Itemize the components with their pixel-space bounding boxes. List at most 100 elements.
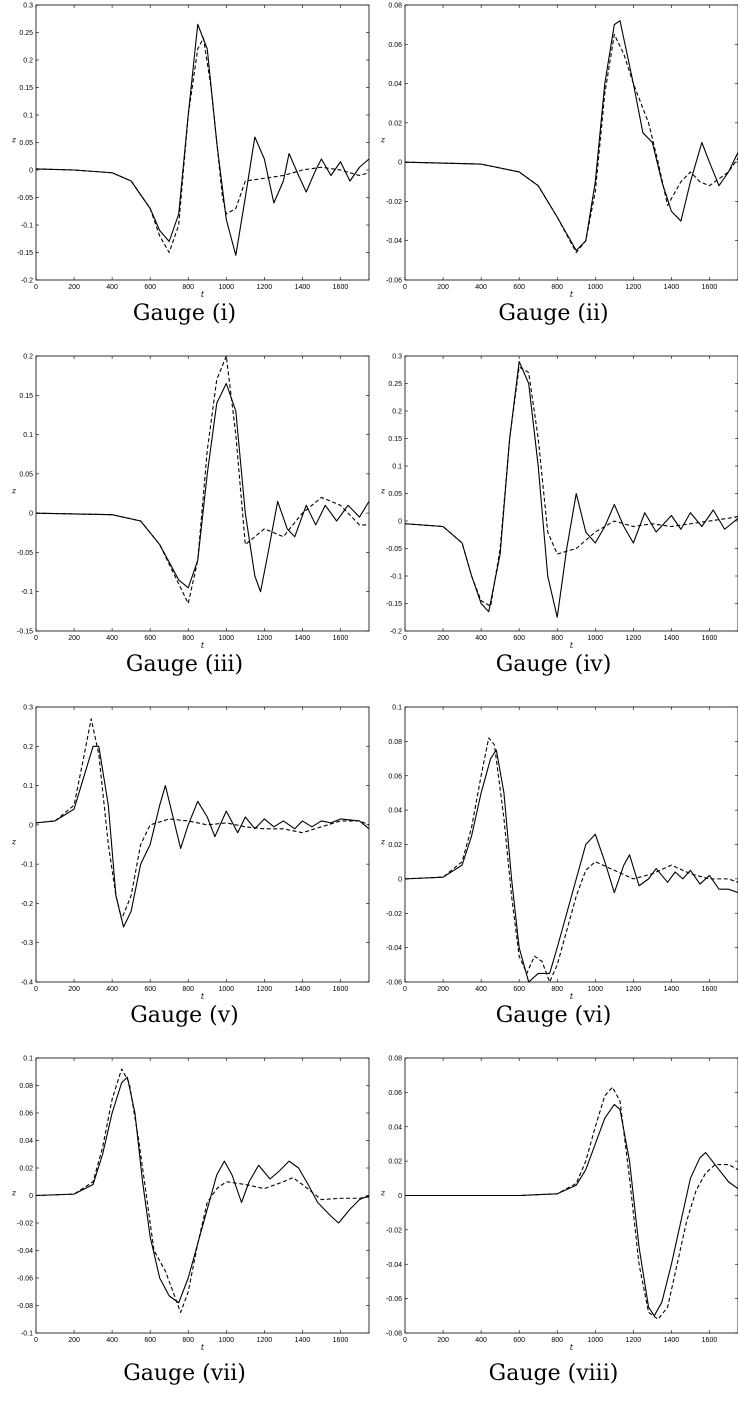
x-tick-label: 1600 bbox=[333, 284, 349, 291]
y-axis-label: z bbox=[11, 487, 17, 496]
chart-svg: 0 200 400 600 800 1000 1200 1400 1600 -0.4 -0.3 -0.… bbox=[11, 705, 370, 1001]
x-tick-label: 1400 bbox=[295, 1337, 311, 1344]
x-tick-label: 200 bbox=[437, 1337, 449, 1344]
x-axis-label: t bbox=[570, 992, 574, 1001]
y-tick-label: -0.02 bbox=[386, 1227, 402, 1234]
x-tick-label: 1400 bbox=[295, 284, 311, 291]
y-tick-label: -0.04 bbox=[17, 1248, 33, 1255]
x-axis-label: t bbox=[570, 641, 574, 650]
x-axis-label: t bbox=[201, 1343, 205, 1352]
y-tick-label: 0.06 bbox=[388, 773, 402, 780]
x-tick-label: 0 bbox=[403, 635, 407, 642]
y-tick-label: 0.08 bbox=[388, 1056, 402, 1063]
solid-series-line bbox=[405, 20, 738, 252]
y-tick-label: -0.06 bbox=[386, 278, 402, 285]
chart-panel: 0 200 400 600 800 1000 1200 1400 1600 -0.06 -0.04 -… bbox=[369, 0, 738, 351]
y-tick-label: 0 bbox=[29, 168, 33, 175]
y-axis-label: z bbox=[380, 487, 386, 496]
y-tick-label: -0.08 bbox=[17, 1303, 33, 1310]
y-tick-label: 0.2 bbox=[23, 744, 33, 751]
x-axis-label: t bbox=[570, 1343, 574, 1352]
chart-panel: 0 200 400 600 800 1000 1200 1400 1600 -0.06 -0.04 -… bbox=[369, 702, 738, 1053]
y-tick-label: 0.08 bbox=[388, 3, 402, 10]
solid-series-line bbox=[405, 360, 738, 618]
y-tick-label: 0.06 bbox=[388, 1090, 402, 1097]
x-tick-label: 600 bbox=[513, 284, 525, 291]
x-tick-label: 400 bbox=[475, 1337, 487, 1344]
x-axis-label: t bbox=[201, 992, 205, 1001]
y-tick-label: 0 bbox=[29, 822, 33, 829]
dashed-series-line bbox=[405, 737, 738, 982]
chart-panel: 0 200 400 600 800 1000 1200 1400 1600 -0.4 -0.3 -0.… bbox=[0, 702, 370, 1053]
x-tick-label: 200 bbox=[437, 284, 449, 291]
y-tick-label: -0.06 bbox=[386, 980, 402, 987]
x-tick-label: 800 bbox=[551, 986, 563, 993]
plot-frame bbox=[35, 4, 370, 281]
y-tick-label: -0.05 bbox=[386, 546, 402, 553]
y-tick-label: -0.1 bbox=[21, 1331, 33, 1338]
chart-panel: 0 200 400 600 800 1000 1200 1400 1600 -0.08 -0.06 -… bbox=[369, 1053, 738, 1404]
y-tick-label: 0 bbox=[398, 1193, 402, 1200]
x-tick-label: 400 bbox=[106, 1337, 118, 1344]
y-tick-label: -0.04 bbox=[386, 1262, 402, 1269]
x-tick-label: 800 bbox=[182, 986, 194, 993]
y-tick-label: -0.05 bbox=[17, 195, 33, 202]
x-tick-label: 1400 bbox=[664, 284, 680, 291]
x-tick-label: 1000 bbox=[587, 635, 603, 642]
chart-panel: 0 200 400 600 800 1000 1200 1400 1600 -0.2 -0.15 -0… bbox=[0, 0, 370, 351]
y-tick-label: -0.15 bbox=[17, 629, 33, 636]
chart-panel: 0 200 400 600 800 1000 1200 1400 1600 -0.1 -0.08 -0… bbox=[0, 1053, 370, 1404]
y-tick-label: 0.06 bbox=[388, 42, 402, 49]
x-tick-label: 1200 bbox=[257, 1337, 273, 1344]
x-tick-label: 1600 bbox=[702, 284, 718, 291]
chart-svg: 0 200 400 600 800 1000 1200 1400 1600 -0.2 -0.15 -0… bbox=[380, 354, 738, 650]
dashed-series-line bbox=[405, 366, 738, 607]
x-tick-label: 1400 bbox=[664, 635, 680, 642]
x-tick-label: 1600 bbox=[702, 635, 718, 642]
x-tick-label: 200 bbox=[437, 635, 449, 642]
y-tick-label: 0.02 bbox=[388, 1159, 402, 1166]
x-tick-label: 600 bbox=[144, 635, 156, 642]
x-tick-label: 200 bbox=[437, 986, 449, 993]
dashed-series-line bbox=[405, 33, 738, 254]
y-tick-label: 0 bbox=[29, 1193, 33, 1200]
solid-series-line bbox=[36, 23, 369, 256]
x-tick-label: 1400 bbox=[664, 1337, 680, 1344]
y-tick-label: 0.02 bbox=[19, 1166, 33, 1173]
plot-frame bbox=[404, 355, 738, 632]
x-tick-label: 800 bbox=[551, 1337, 563, 1344]
dashed-series-line bbox=[36, 718, 369, 920]
x-tick-label: 1600 bbox=[333, 986, 349, 993]
y-tick-label: 0.2 bbox=[23, 58, 33, 65]
solid-series-line bbox=[405, 1103, 738, 1317]
x-tick-label: 1000 bbox=[218, 635, 234, 642]
y-tick-label: 0 bbox=[398, 160, 402, 167]
x-tick-label: 1000 bbox=[587, 1337, 603, 1344]
x-tick-label: 0 bbox=[403, 986, 407, 993]
x-tick-label: 0 bbox=[34, 284, 38, 291]
y-tick-label: -0.02 bbox=[17, 1221, 33, 1228]
y-tick-label: -0.04 bbox=[386, 238, 402, 245]
y-tick-label: 0.08 bbox=[388, 739, 402, 746]
x-tick-label: 600 bbox=[513, 635, 525, 642]
y-axis-label: z bbox=[380, 136, 386, 145]
y-tick-label: 0.1 bbox=[23, 113, 33, 120]
y-tick-label: -0.15 bbox=[386, 601, 402, 608]
x-axis-label: t bbox=[201, 641, 205, 650]
x-tick-label: 0 bbox=[403, 1337, 407, 1344]
gauge-caption: Gauge (ii) bbox=[498, 301, 609, 326]
y-tick-label: -0.1 bbox=[390, 574, 402, 581]
y-tick-label: 0.04 bbox=[388, 81, 402, 88]
chart-svg: 0 200 400 600 800 1000 1200 1400 1600 -0.15 -0.1 -0… bbox=[11, 354, 370, 650]
x-tick-label: 400 bbox=[475, 986, 487, 993]
solid-series-line bbox=[405, 749, 738, 982]
dashed-series-line bbox=[405, 1086, 738, 1320]
y-tick-label: 0.2 bbox=[392, 409, 402, 416]
dashed-series-line bbox=[36, 37, 369, 254]
x-tick-label: 600 bbox=[513, 1337, 525, 1344]
chart-panel: 0 200 400 600 800 1000 1200 1400 1600 -0.15 -0.1 -0… bbox=[0, 351, 370, 702]
x-tick-label: 0 bbox=[34, 1337, 38, 1344]
x-tick-label: 800 bbox=[551, 284, 563, 291]
x-tick-label: 600 bbox=[144, 284, 156, 291]
